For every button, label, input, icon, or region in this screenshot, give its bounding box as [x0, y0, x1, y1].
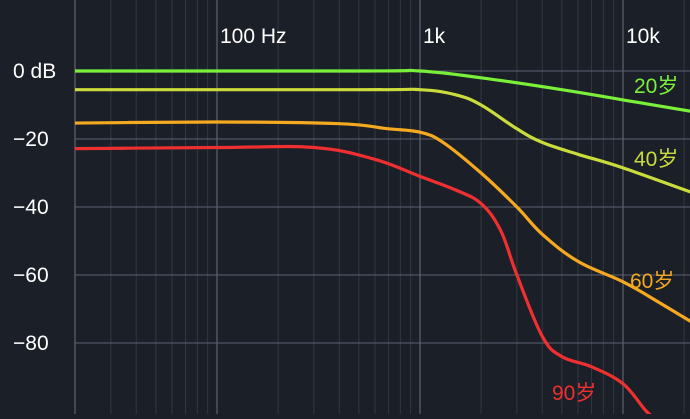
y-tick-label: 0 dB	[13, 60, 56, 83]
y-tick-label: −60	[13, 264, 49, 287]
y-tick-label: −20	[13, 128, 49, 151]
series-label-2: 60岁	[630, 270, 674, 293]
series-label-3: 90岁	[552, 382, 596, 405]
grid-layer	[74, 0, 690, 414]
series-layer	[75, 68, 690, 414]
annotation-layer: 20岁 40岁 60岁 90岁	[552, 75, 678, 405]
series-line-0	[75, 68, 690, 113]
x-tick-label: 10k	[626, 25, 660, 48]
series-line-3	[75, 144, 652, 414]
series-label-1: 40岁	[634, 148, 678, 171]
tick-label-layer: 100 Hz 1k 10k 0 dB −20 −40 −60 −80	[13, 25, 660, 355]
y-tick-label: −40	[13, 196, 49, 219]
series-line-2	[75, 120, 690, 323]
x-tick-label: 1k	[423, 25, 446, 48]
y-tick-label: −80	[13, 332, 49, 355]
series-line-1	[75, 87, 690, 194]
series-label-0: 20岁	[634, 75, 678, 98]
x-tick-label: 100 Hz	[220, 25, 287, 48]
